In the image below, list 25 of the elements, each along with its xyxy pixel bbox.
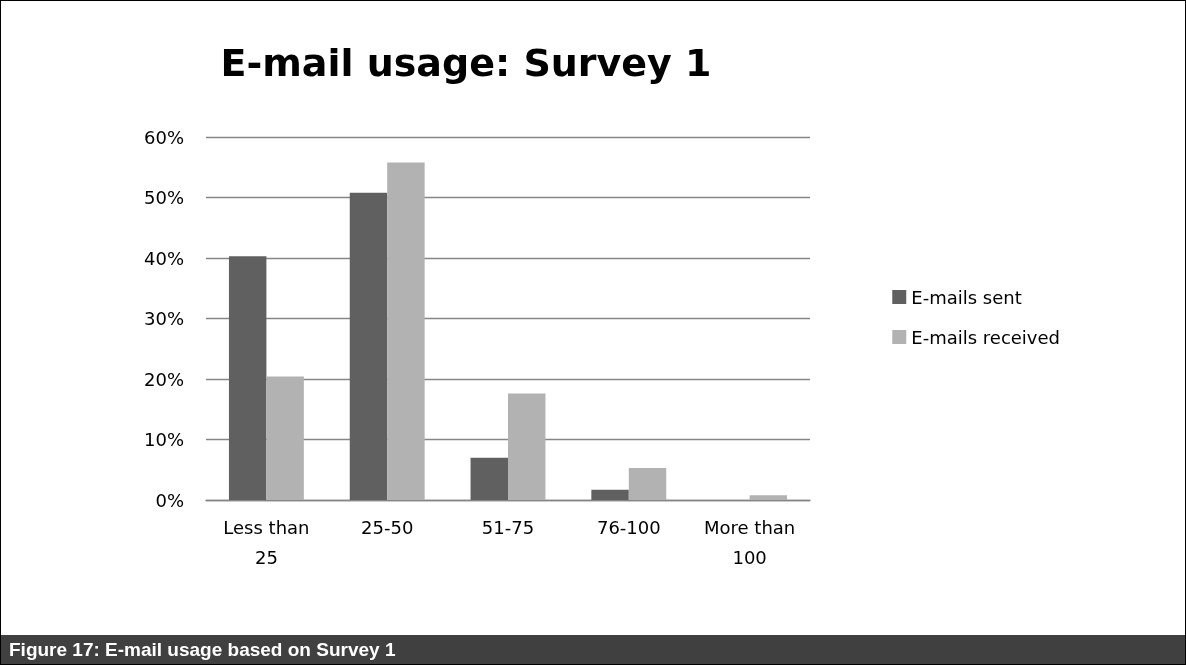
x-tick-label: 25-50 xyxy=(361,516,414,538)
x-tick-label: More than 100 xyxy=(703,516,796,568)
x-tick-label: 76-100 xyxy=(596,516,661,538)
chart-title: E-mail usage: Survey 1 xyxy=(220,41,712,85)
bar xyxy=(349,192,388,500)
bar xyxy=(749,495,788,500)
bar xyxy=(628,467,667,500)
bar xyxy=(591,489,629,500)
x-tick-label: 51-75 xyxy=(481,516,535,538)
bar xyxy=(508,393,546,500)
legend-label: E-mails received xyxy=(911,326,1061,348)
caption: Figure 17: E-mail usage based on Survey 1 xyxy=(1,635,1185,664)
bar xyxy=(387,162,425,500)
bar xyxy=(228,256,267,500)
x-tick-label: Less than 25 xyxy=(223,516,310,568)
bar xyxy=(266,376,304,500)
bar xyxy=(470,457,508,500)
y-tick-label: 20% xyxy=(143,368,184,390)
legend-label: E-mails sent xyxy=(911,286,1022,308)
y-tick-label: 10% xyxy=(143,429,184,450)
y-tick-label: 50% xyxy=(143,187,184,208)
y-tick-label: 30% xyxy=(143,308,184,329)
y-tick-label: 60% xyxy=(143,126,184,148)
y-tick-label: 0% xyxy=(155,489,184,511)
y-tick-label: 40% xyxy=(143,247,184,269)
